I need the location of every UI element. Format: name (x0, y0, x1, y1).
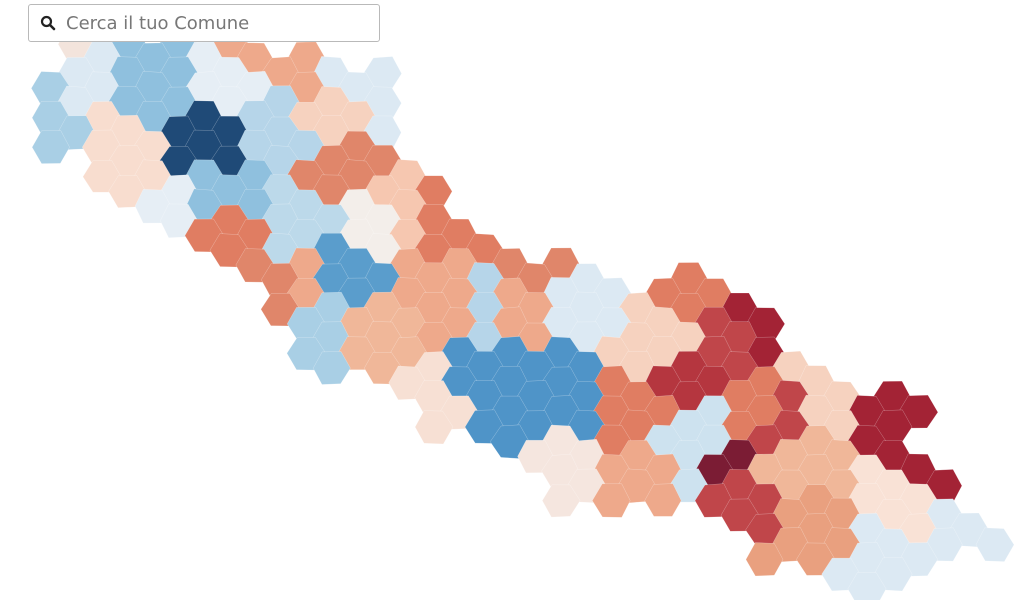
municipality[interactable] (31, 130, 70, 164)
municipality[interactable] (644, 483, 682, 517)
municipality[interactable] (312, 351, 351, 385)
search-icon (40, 15, 56, 31)
municipality[interactable] (542, 484, 581, 518)
municipality[interactable] (592, 483, 631, 518)
search-box[interactable]: Cerca il tuo Comune (28, 4, 380, 42)
municipality[interactable] (414, 410, 454, 445)
search-placeholder: Cerca il tuo Comune (66, 12, 250, 34)
municipality[interactable] (847, 572, 887, 600)
municipality[interactable] (745, 542, 784, 577)
municipality[interactable] (975, 527, 1015, 562)
